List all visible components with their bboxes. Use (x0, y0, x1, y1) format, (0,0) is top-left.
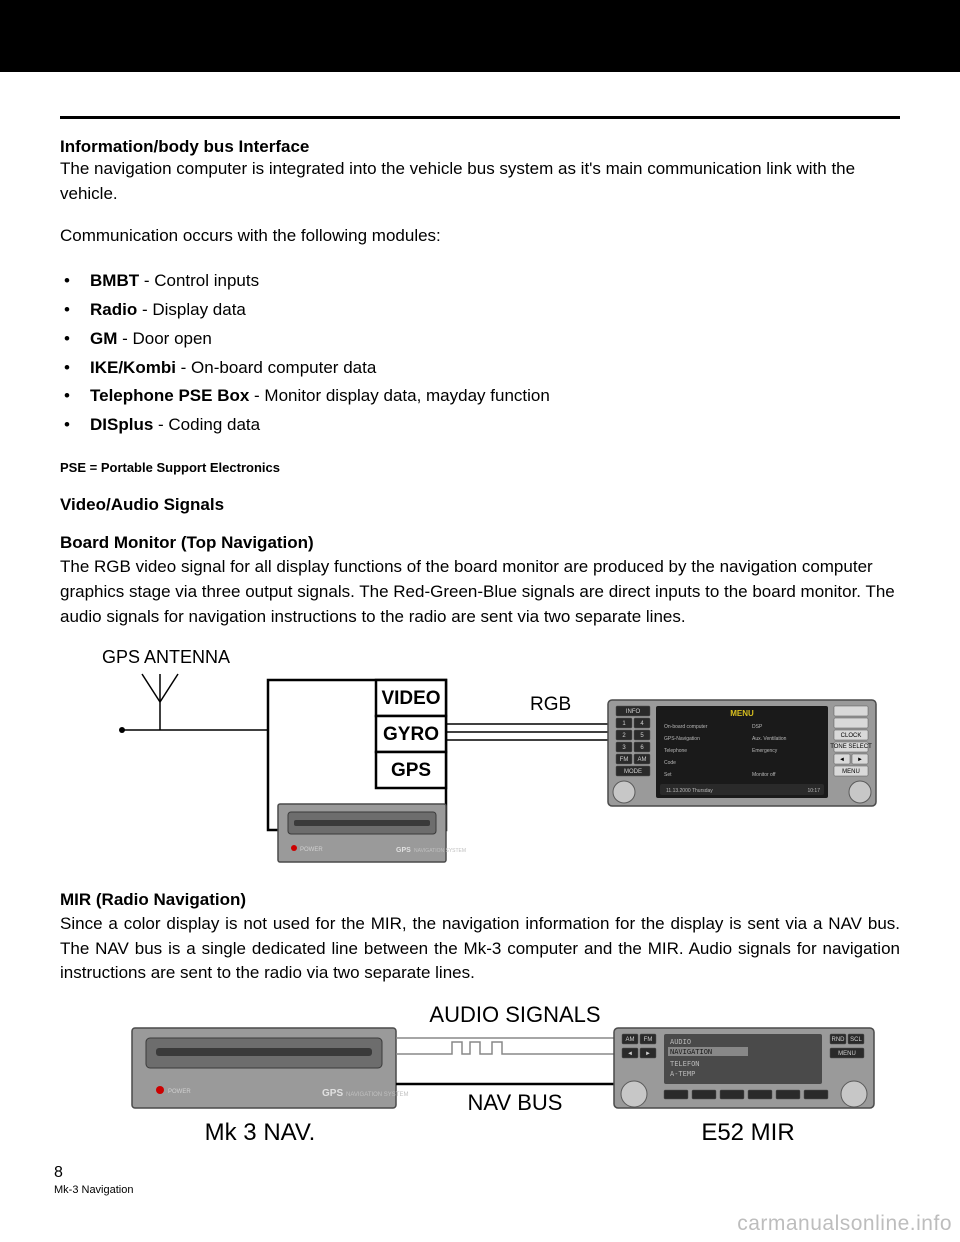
list-item: Radio - Display data (60, 296, 900, 325)
nav-unit-1: POWER GPS NAVIGATION SYSTEM (278, 804, 466, 862)
video-box-label: VIDEO (381, 688, 440, 709)
module-list: BMBT - Control inputs Radio - Display da… (60, 267, 900, 440)
svg-text:11.13.2000 Thursday: 11.13.2000 Thursday (666, 788, 713, 794)
svg-text:AUDIO: AUDIO (670, 1038, 691, 1046)
svg-text:MENU: MENU (730, 709, 754, 718)
svg-text:On-board computer: On-board computer (664, 724, 708, 730)
svg-text:MODE: MODE (624, 769, 642, 775)
audio-signals-label: AUDIO SIGNALS (429, 1004, 600, 1027)
doc-title: Mk-3 Navigation (54, 1184, 133, 1196)
section2-sub1-para: The RGB video signal for all display fun… (60, 555, 900, 629)
svg-text:Aux. Ventilation: Aux. Ventilation (752, 736, 787, 742)
svg-text:CLOCK: CLOCK (841, 733, 862, 739)
svg-text:►: ► (645, 1051, 651, 1057)
svg-text:POWER: POWER (168, 1089, 191, 1095)
svg-text:GPS: GPS (396, 847, 411, 854)
pse-note: PSE = Portable Support Electronics (60, 460, 900, 475)
svg-text:NAVIGATION: NAVIGATION (670, 1048, 712, 1056)
section1-heading: Information/body bus Interface (60, 137, 900, 157)
section1-para1: The navigation computer is integrated in… (60, 157, 900, 206)
mk3-label: Mk 3 NAV. (205, 1119, 316, 1146)
section1-para2: Communication occurs with the following … (60, 224, 900, 249)
svg-text:◄: ◄ (839, 757, 845, 763)
list-item: Telephone PSE Box - Monitor display data… (60, 382, 900, 411)
svg-text:MENU: MENU (838, 1051, 856, 1057)
section2-sub1-heading: Board Monitor (Top Navigation) (60, 533, 900, 553)
svg-text:POWER: POWER (300, 847, 323, 853)
section3-heading: MIR (Radio Navigation) (60, 890, 900, 910)
top-black-bar (0, 0, 960, 72)
svg-text:TELEFON: TELEFON (670, 1060, 700, 1068)
svg-text:Emergency: Emergency (752, 748, 778, 754)
svg-text:TONE SELECT: TONE SELECT (830, 744, 872, 750)
svg-text:►: ► (857, 757, 863, 763)
diagram-1: VIDEO GYRO GPS RGB POWER GPS NAVIGATION … (60, 672, 900, 872)
svg-text:◄: ◄ (627, 1051, 633, 1057)
section3-para: Since a color display is not used for th… (60, 912, 900, 986)
gps-box-label: GPS (391, 760, 431, 781)
svg-text:RND: RND (832, 1037, 846, 1043)
svg-text:FM: FM (620, 757, 629, 763)
list-item: BMBT - Control inputs (60, 267, 900, 296)
svg-text:DSP: DSP (752, 724, 763, 730)
mir-unit: AM FM ◄ ► RND SCL MENU AUDIO NAVIGATION … (614, 1028, 874, 1108)
svg-text:FM: FM (644, 1037, 653, 1043)
watermark: carmanualsonline.info (737, 1212, 952, 1236)
board-monitor: INFO 1 4 2 5 3 6 FM AM MODE CLOCK TONE S… (608, 700, 876, 806)
list-item: IKE/Kombi - On-board computer data (60, 354, 900, 383)
svg-text:MENU: MENU (842, 769, 860, 775)
svg-text:10:17: 10:17 (807, 788, 820, 794)
section2-heading: Video/Audio Signals (60, 495, 900, 515)
svg-text:A-TEMP: A-TEMP (670, 1070, 695, 1078)
svg-text:GPS-Navigation: GPS-Navigation (664, 736, 700, 742)
svg-text:Code: Code (664, 760, 676, 766)
svg-text:INFO: INFO (626, 709, 641, 715)
svg-text:Telephone: Telephone (664, 748, 687, 754)
diagram-2: AUDIO SIGNALS POWER GPS NAVIGATION SYSTE… (60, 1004, 900, 1154)
nav-unit-2: POWER GPS NAVIGATION SYSTEM (132, 1028, 408, 1108)
antenna-icon (119, 674, 268, 733)
svg-text:NAVIGATION SYSTEM: NAVIGATION SYSTEM (346, 1092, 408, 1098)
svg-text:Set: Set (664, 772, 672, 778)
svg-text:AM: AM (626, 1037, 635, 1043)
gyro-box-label: GYRO (383, 724, 439, 745)
page-number: 8 (54, 1164, 63, 1182)
e52-label: E52 MIR (701, 1119, 794, 1146)
svg-text:AM: AM (638, 757, 647, 763)
list-item: DISplus - Coding data (60, 411, 900, 440)
gps-antenna-label: GPS ANTENNA (102, 647, 900, 668)
svg-text:Monitor off: Monitor off (752, 772, 776, 778)
svg-text:NAVIGATION SYSTEM: NAVIGATION SYSTEM (414, 848, 466, 854)
nav-bus-label: NAV BUS (468, 1090, 563, 1115)
list-item: GM - Door open (60, 325, 900, 354)
svg-text:SCL: SCL (850, 1037, 862, 1043)
svg-text:GPS: GPS (322, 1088, 343, 1099)
rgb-label: RGB (530, 694, 571, 715)
